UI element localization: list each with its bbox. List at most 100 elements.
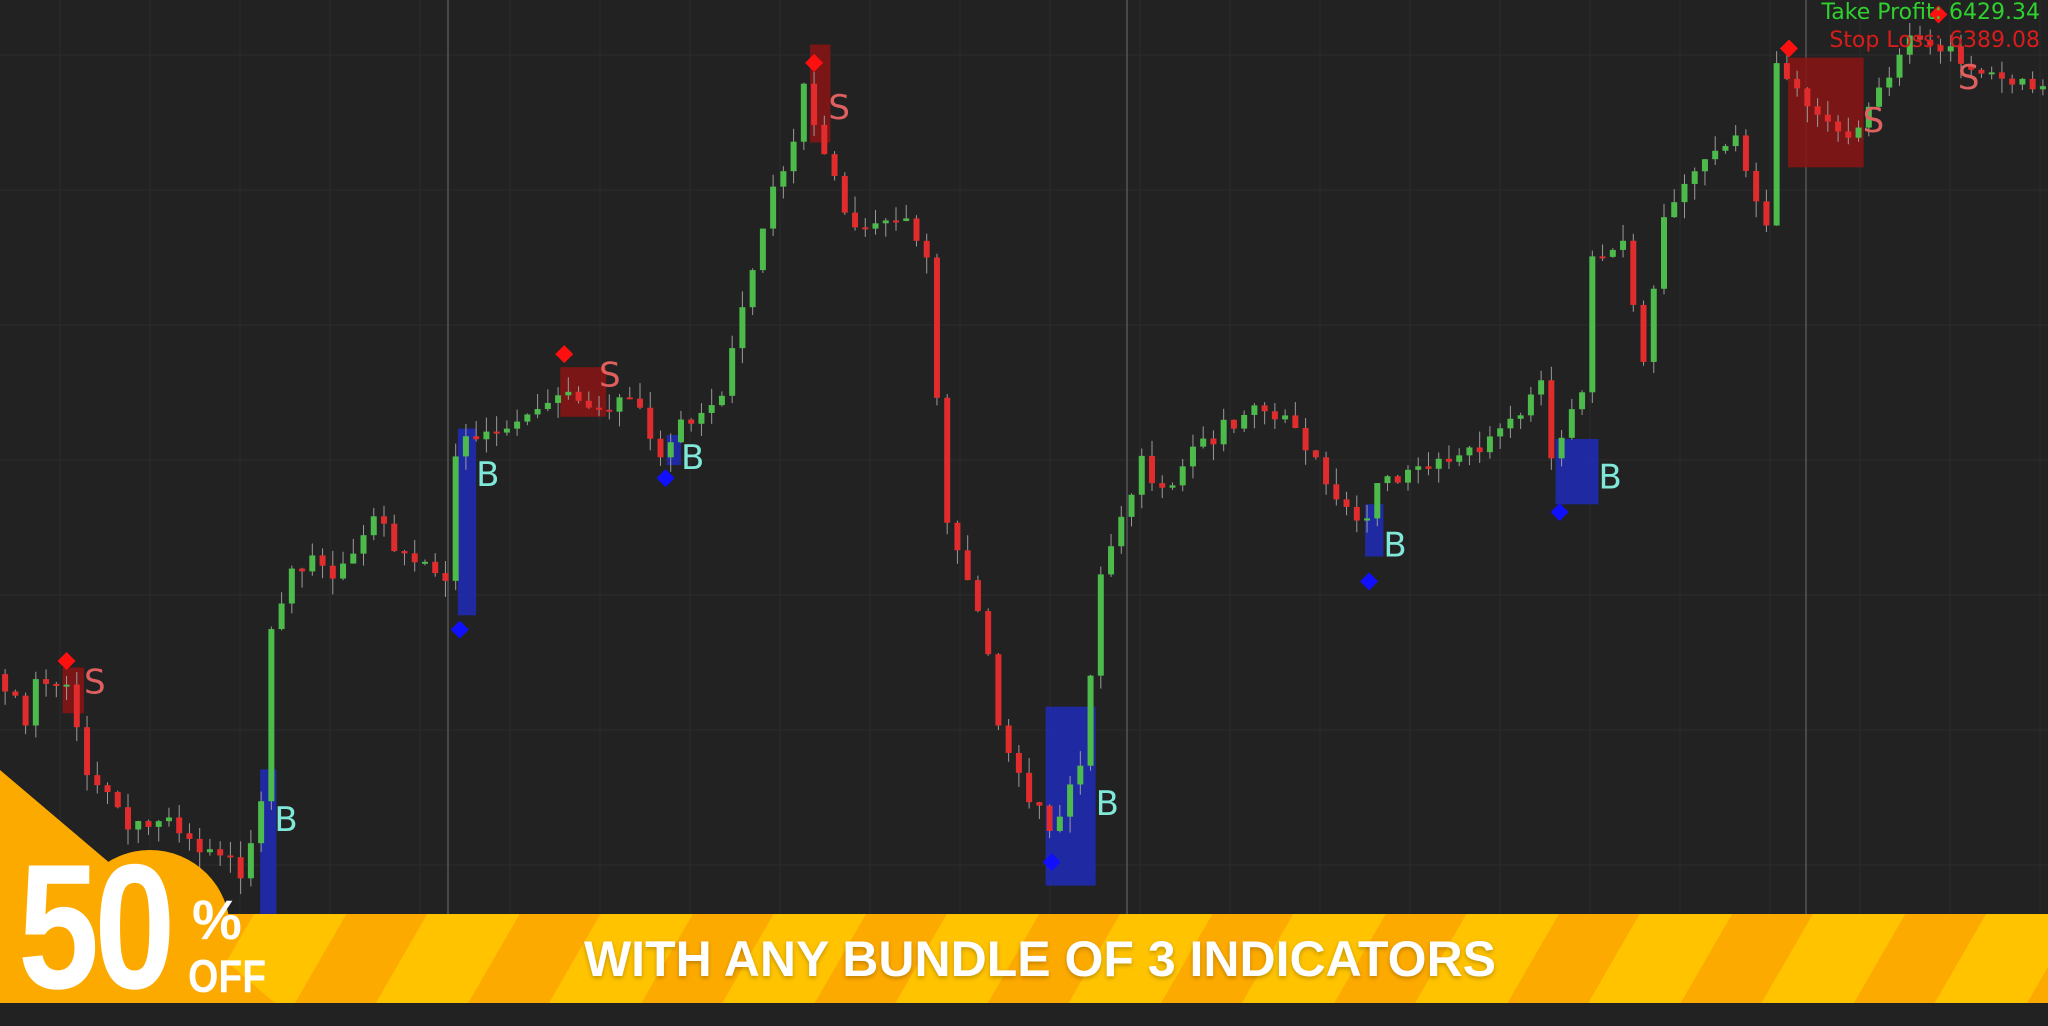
- bearish-candle: [329, 565, 336, 579]
- bullish-candle: [452, 456, 459, 581]
- bearish-candle: [688, 419, 695, 424]
- bullish-candle: [1886, 77, 1893, 88]
- bullish-candle: [1671, 202, 1678, 218]
- bullish-candle: [1906, 35, 1913, 55]
- bearish-candle: [831, 154, 838, 176]
- bearish-candle: [1046, 805, 1053, 831]
- bullish-candle: [1251, 405, 1258, 415]
- buy-signal-diamond: [1360, 572, 1379, 591]
- bullish-candle: [350, 553, 357, 564]
- bearish-candle: [1445, 458, 1452, 462]
- bearish-candle: [933, 257, 940, 398]
- sell-signal-diamond: [555, 345, 574, 364]
- bullish-candle: [32, 679, 39, 726]
- bearish-candle: [626, 397, 633, 400]
- bullish-candle: [1138, 455, 1145, 495]
- bullish-candle: [2039, 86, 2046, 90]
- bearish-candle: [1794, 78, 1801, 89]
- bearish-candle: [852, 212, 859, 228]
- bearish-candle: [73, 684, 80, 728]
- bearish-candle: [411, 553, 418, 563]
- bearish-candle: [1036, 802, 1043, 806]
- bearish-candle: [1978, 69, 1985, 74]
- bearish-candle: [637, 398, 643, 408]
- bullish-candle: [1179, 466, 1186, 486]
- bearish-candle: [1548, 380, 1555, 459]
- bearish-candle: [657, 438, 664, 458]
- bullish-candle: [1435, 458, 1442, 469]
- buy-zone-box: [457, 428, 477, 616]
- bullish-candle: [677, 419, 684, 443]
- bullish-candle: [718, 395, 725, 406]
- bullish-candle: [565, 391, 572, 396]
- buy-signal-label: B: [274, 800, 297, 840]
- bullish-candle: [1538, 380, 1545, 395]
- bearish-candle: [12, 691, 19, 696]
- bearish-candle: [94, 775, 101, 786]
- buy-signal-diamond: [656, 469, 675, 488]
- buy-signal-label: B: [681, 438, 704, 478]
- bearish-candle: [893, 220, 899, 223]
- bearish-candle: [575, 391, 582, 401]
- bearish-candle: [1292, 415, 1299, 429]
- bullish-candle: [165, 817, 172, 822]
- discount-number: 50: [18, 827, 175, 1026]
- buy-signal-diamond: [450, 620, 469, 639]
- bullish-candle: [1118, 516, 1125, 547]
- bullish-candle: [1128, 494, 1135, 517]
- sell-signal-diamond: [1779, 39, 1798, 58]
- bullish-candle: [1896, 54, 1903, 78]
- bearish-candle: [401, 551, 408, 554]
- bearish-candle: [995, 654, 1002, 726]
- promo-headline: WITH ANY BUNDLE OF 3 INDICATORS: [583, 931, 1497, 987]
- bullish-candle: [1282, 415, 1289, 420]
- bearish-candle: [985, 611, 992, 655]
- bullish-candle: [1732, 135, 1739, 147]
- bullish-candle: [1067, 784, 1074, 817]
- bullish-candle: [667, 442, 674, 458]
- bearish-candle: [811, 83, 818, 125]
- bearish-candle: [1476, 447, 1483, 453]
- bullish-candle: [872, 223, 879, 229]
- buy-zone-box: [1365, 504, 1384, 557]
- bullish-candle: [555, 395, 562, 403]
- bullish-candle: [524, 414, 531, 422]
- bullish-candle: [1876, 87, 1883, 107]
- bearish-candle: [1927, 39, 1934, 46]
- bearish-candle: [606, 409, 613, 412]
- buy-signal-label: B: [1383, 526, 1406, 566]
- buy-signal-label: B: [1598, 458, 1621, 498]
- bearish-candle: [1783, 63, 1790, 79]
- bearish-candle: [862, 227, 869, 230]
- take-profit-label: Take Profit: 6429.34: [1821, 0, 2040, 25]
- bullish-candle: [729, 348, 736, 396]
- bullish-candle: [903, 218, 910, 221]
- bearish-candle: [1425, 466, 1432, 469]
- bullish-candle: [1364, 518, 1371, 521]
- bullish-candle: [1589, 256, 1596, 393]
- bullish-candle: [1220, 419, 1227, 445]
- bullish-candle: [1077, 765, 1084, 785]
- bullish-candle: [340, 563, 347, 579]
- bullish-candle: [1497, 428, 1504, 437]
- bullish-candle: [483, 431, 490, 440]
- bullish-candle: [1681, 183, 1688, 203]
- bearish-candle: [1230, 419, 1237, 429]
- discount-percent: %: [192, 888, 242, 951]
- bearish-candle: [1302, 428, 1309, 451]
- buy-signal-label: B: [1096, 784, 1119, 824]
- bullish-candle: [780, 171, 787, 187]
- bearish-candle: [1835, 121, 1842, 132]
- bearish-candle: [964, 550, 971, 581]
- bearish-candle: [1968, 63, 1975, 70]
- bearish-candle: [114, 792, 121, 808]
- bullish-candle: [1405, 469, 1411, 483]
- bullish-candle: [698, 412, 705, 424]
- bullish-candle: [1241, 414, 1248, 429]
- bullish-candle: [1855, 127, 1862, 138]
- bullish-candle: [1609, 249, 1616, 257]
- candlestick-chart: S S S S S B B B B B B: [2, 0, 2046, 923]
- bearish-candle: [1630, 240, 1637, 305]
- sell-zone-box: [62, 667, 84, 714]
- bearish-candle: [1210, 438, 1217, 445]
